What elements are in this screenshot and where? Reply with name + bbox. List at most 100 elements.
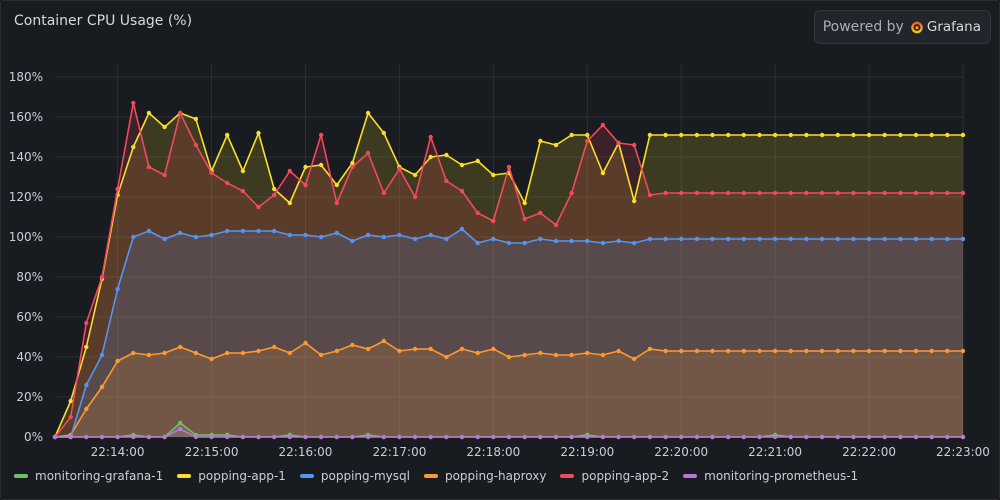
point-popping-mysql: [99, 352, 105, 358]
point-popping-haproxy: [444, 354, 449, 360]
point-popping-haproxy: [350, 342, 355, 348]
point-popping-mysql: [538, 236, 543, 242]
point-monitoring-prometheus-1: [365, 434, 371, 440]
legend-item-popping-app-1[interactable]: popping-app-1: [177, 469, 286, 483]
point-popping-app-2: [225, 180, 230, 186]
point-popping-haproxy: [710, 348, 715, 354]
point-popping-mysql: [835, 236, 840, 242]
x-tick-label: 22:17:00: [372, 445, 426, 459]
point-popping-app-2: [851, 190, 856, 196]
point-popping-haproxy: [178, 344, 183, 350]
point-popping-mysql: [945, 236, 950, 242]
point-monitoring-prometheus-1: [381, 434, 386, 440]
point-popping-app-2: [84, 320, 89, 326]
legend-item-popping-mysql[interactable]: popping-mysql: [299, 469, 410, 483]
point-monitoring-prometheus-1: [600, 434, 606, 440]
point-popping-haproxy: [882, 348, 887, 354]
point-popping-mysql: [334, 230, 339, 236]
point-popping-mysql: [710, 236, 715, 242]
point-popping-mysql: [772, 236, 778, 242]
legend-label: monitoring-prometheus-1: [704, 469, 859, 483]
point-popping-app-2: [475, 210, 480, 216]
point-monitoring-prometheus-1: [68, 434, 73, 440]
point-popping-app-1: [647, 132, 653, 138]
legend-swatch: [14, 474, 28, 478]
point-popping-mysql: [726, 236, 731, 242]
point-popping-haproxy: [397, 348, 402, 354]
point-popping-app-2: [350, 164, 355, 170]
y-tick-label: 160%: [9, 110, 43, 124]
point-popping-haproxy: [131, 350, 136, 356]
point-monitoring-prometheus-1: [804, 434, 809, 440]
point-popping-mysql: [428, 232, 433, 238]
point-popping-app-1: [600, 170, 606, 176]
point-popping-app-2: [506, 164, 512, 170]
point-popping-mysql: [804, 236, 809, 242]
point-popping-app-1: [553, 142, 559, 148]
point-popping-mysql: [287, 232, 292, 238]
panel-title: Container CPU Usage (%): [14, 13, 193, 29]
point-popping-mysql: [898, 236, 903, 242]
point-popping-app-1: [459, 162, 465, 168]
point-popping-app-2: [522, 216, 527, 222]
legend-swatch: [683, 474, 698, 478]
point-popping-app-2: [193, 142, 199, 148]
point-popping-app-2: [444, 178, 449, 184]
point-monitoring-prometheus-1: [412, 434, 418, 440]
point-monitoring-prometheus-1: [945, 434, 950, 440]
point-monitoring-prometheus-1: [428, 434, 433, 440]
point-monitoring-prometheus-1: [397, 434, 402, 440]
point-popping-mysql: [209, 232, 214, 238]
point-popping-mysql: [506, 240, 512, 246]
legend-item-popping-haproxy[interactable]: popping-haproxy: [423, 469, 546, 483]
point-popping-app-1: [663, 132, 668, 138]
point-popping-haproxy: [162, 350, 167, 356]
point-popping-app-2: [929, 190, 934, 196]
legend-item-monitoring-grafana-1[interactable]: monitoring-grafana-1: [14, 469, 163, 483]
point-popping-app-2: [960, 190, 966, 196]
powered-by-badge[interactable]: Powered by Grafana: [813, 10, 991, 44]
point-popping-app-2: [788, 190, 793, 196]
point-popping-mysql: [318, 234, 324, 240]
point-popping-app-2: [647, 192, 653, 198]
y-tick-label: 120%: [9, 190, 43, 204]
point-popping-app-2: [616, 140, 621, 146]
point-popping-haproxy: [506, 354, 512, 360]
area-popping-mysql: [55, 229, 963, 437]
series-monitoring-prometheus-1: [52, 426, 966, 440]
legend-item-popping-app-2[interactable]: popping-app-2: [560, 469, 669, 483]
point-monitoring-prometheus-1: [522, 434, 527, 440]
legend-label: popping-mysql: [320, 469, 410, 483]
legend-label: monitoring-grafana-1: [35, 469, 164, 483]
point-popping-app-1: [866, 132, 872, 138]
point-popping-app-1: [851, 132, 856, 138]
legend-swatch: [423, 474, 438, 478]
point-popping-haproxy: [318, 352, 324, 358]
powered-by-label: Powered by: [822, 19, 904, 35]
point-monitoring-prometheus-1: [851, 434, 856, 440]
point-popping-app-1: [819, 132, 825, 138]
point-popping-app-1: [585, 132, 590, 138]
point-monitoring-prometheus-1: [334, 434, 339, 440]
x-tick-label: 22:15:00: [185, 445, 239, 459]
point-monitoring-prometheus-1: [616, 434, 621, 440]
point-popping-haproxy: [381, 338, 386, 344]
point-popping-app-2: [819, 190, 825, 196]
point-popping-app-2: [303, 182, 308, 188]
point-popping-mysql: [569, 238, 574, 244]
y-tick-label: 20%: [16, 390, 43, 404]
x-tick-label: 22:21:00: [748, 445, 802, 459]
point-popping-haproxy: [569, 352, 574, 358]
point-popping-mysql: [397, 232, 402, 238]
legend-item-monitoring-prometheus-1[interactable]: monitoring-prometheus-1: [683, 469, 858, 483]
point-popping-mysql: [851, 236, 856, 242]
point-popping-mysql: [178, 230, 183, 236]
point-popping-app-2: [131, 100, 136, 106]
point-popping-haproxy: [287, 350, 292, 356]
point-monitoring-prometheus-1: [178, 426, 183, 432]
point-popping-app-2: [412, 194, 418, 200]
point-popping-app-2: [835, 190, 840, 196]
point-popping-app-1: [162, 124, 167, 130]
y-tick-label: 80%: [16, 270, 43, 284]
point-popping-mysql: [632, 240, 637, 246]
